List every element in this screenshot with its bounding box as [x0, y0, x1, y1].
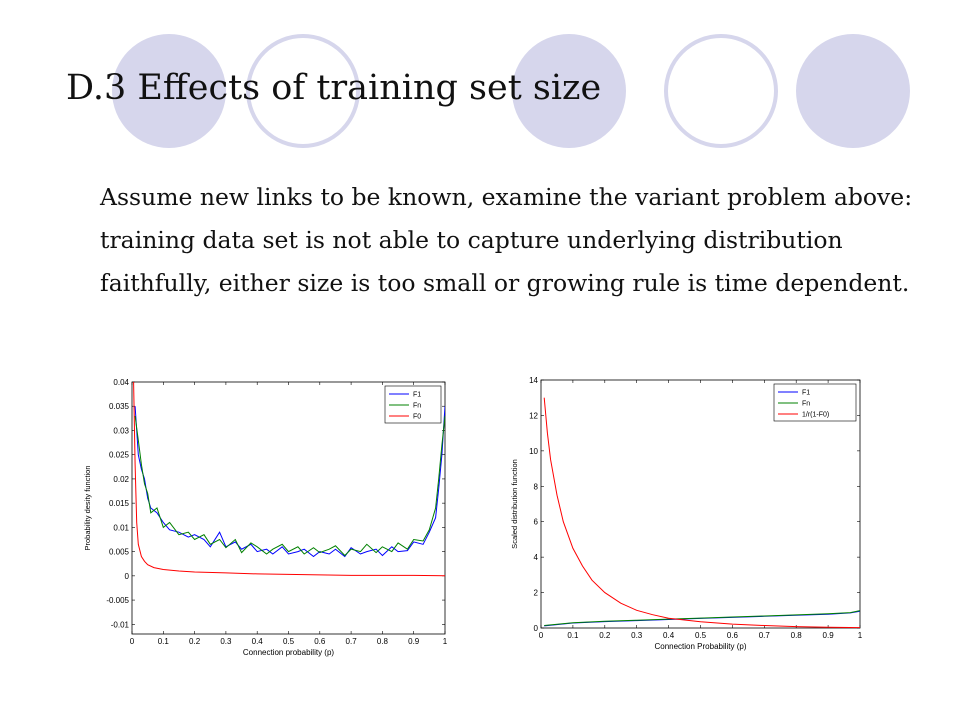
y-tick-label: 10 [529, 447, 538, 456]
x-tick-label: 0.6 [314, 637, 326, 646]
decor-circle-1 [112, 34, 226, 148]
y-tick-label: 4 [534, 553, 539, 562]
y-axis-label: Probability desity function [83, 465, 92, 550]
x-tick-label: 0.1 [567, 631, 579, 640]
series-line-3 [133, 382, 445, 577]
x-axis-label: Connection Probability (p) [654, 642, 746, 651]
y-axis-label: Scaled distribution function [510, 459, 519, 549]
pdf-chart: 0 0.1 0.2 0.3 0.4 0.5 0.6 0.7 0.8 0.9 1 0.04 0.035 0.… [80, 366, 452, 666]
y-tick-label: 0.015 [109, 499, 130, 508]
slide-body-text: Assume new links to be known, examine th… [100, 183, 913, 297]
legend-label: F1 [413, 392, 421, 399]
series-line-1 [134, 406, 445, 558]
y-tick-label: 0.025 [109, 451, 130, 460]
y-tick-label: 0.035 [109, 402, 130, 411]
x-tick-label: 0.1 [158, 637, 170, 646]
y-tick-label: 2 [534, 589, 539, 598]
series-line-2 [544, 610, 860, 626]
y-tick-label: -0.01 [111, 620, 130, 629]
x-tick-label: 0.8 [791, 631, 803, 640]
y-tick-label: 0.04 [113, 378, 129, 387]
decor-ring-4 [664, 34, 778, 148]
x-tick-label: 0.4 [252, 637, 264, 646]
x-tick-label: 0.9 [823, 631, 835, 640]
decor-circle-5 [796, 34, 910, 148]
legend-label: F1 [802, 390, 810, 397]
y-tick-label: 0.03 [113, 426, 129, 435]
y-tick-label: 12 [529, 411, 538, 420]
y-tick-label: 6 [534, 518, 539, 527]
x-tick-label: 0.5 [283, 637, 295, 646]
x-tick-label: 0.9 [408, 637, 420, 646]
x-tick-label: 0 [130, 637, 135, 646]
series-line-2 [134, 415, 445, 557]
scaled-distribution-chart-svg: 0 0.1 0.2 0.3 0.4 0.5 0.6 0.7 0.8 0.9 1 14 12 10 8 6 4 2 0… [510, 376, 863, 651]
slide-title: D.3 Effects of training set size [66, 68, 602, 108]
x-tick-label: 0.2 [599, 631, 611, 640]
y-tick-label: 8 [534, 482, 539, 491]
x-tick-label: 0 [539, 631, 544, 640]
x-tick-label: 0.6 [727, 631, 739, 640]
series-line-3 [543, 397, 860, 628]
x-tick-label: 0.3 [631, 631, 643, 640]
scaled-distribution-chart: 0 0.1 0.2 0.3 0.4 0.5 0.6 0.7 0.8 0.9 1 14 12 10 8 6 4 2 0… [510, 366, 870, 666]
decor-circle-3 [512, 34, 626, 148]
y-tick-label: 0.005 [109, 548, 130, 557]
y-tick-label: -0.005 [106, 596, 129, 605]
legend-label: 1/r(1-F0) [802, 412, 829, 419]
x-tick-label: 0.7 [759, 631, 771, 640]
y-tick-label: 0.01 [113, 523, 129, 532]
legend-label: Fn [413, 403, 421, 410]
x-tick-label: 0.4 [663, 631, 675, 640]
x-tick-label: 1 [443, 637, 448, 646]
y-tick-label: 14 [529, 376, 538, 385]
x-tick-label: 1 [858, 631, 863, 640]
legend-label: Fn [802, 401, 810, 408]
legend-label: F0 [413, 414, 421, 421]
x-tick-label: 0.8 [377, 637, 389, 646]
y-tick-label: 0 [125, 572, 130, 581]
x-axis-label: Connection probability (p) [243, 648, 334, 657]
y-tick-label: 0.02 [113, 475, 129, 484]
x-tick-label: 0.2 [189, 637, 201, 646]
x-tick-label: 0.7 [346, 637, 358, 646]
y-tick-label: 0 [534, 624, 539, 633]
decor-ring-2 [246, 34, 360, 148]
x-tick-label: 0.5 [695, 631, 707, 640]
x-tick-label: 0.3 [220, 637, 232, 646]
pdf-chart-svg: 0 0.1 0.2 0.3 0.4 0.5 0.6 0.7 0.8 0.9 1 0.04 0.035 0.… [83, 378, 448, 657]
